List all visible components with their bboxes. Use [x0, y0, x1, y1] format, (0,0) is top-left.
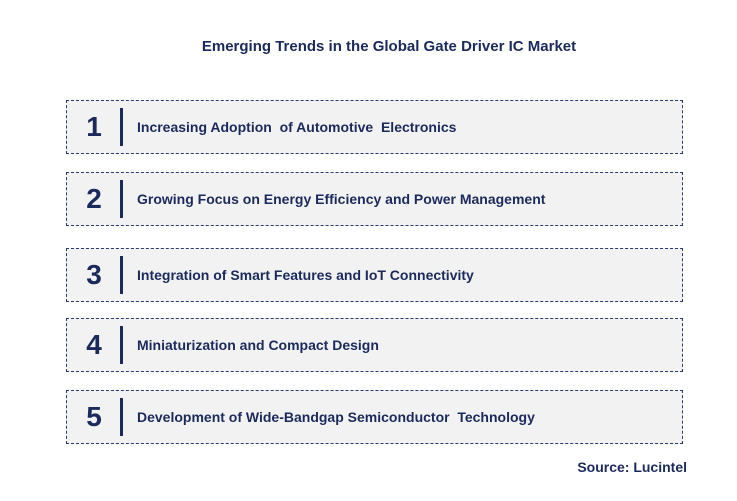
trend-number: 1	[86, 111, 102, 142]
trend-box: 2 Growing Focus on Energy Efficiency and …	[66, 172, 683, 226]
trend-box: 1 Increasing Adoption of Automotive Elect…	[66, 100, 683, 154]
trend-box: 3 Integration of Smart Features and IoT C…	[66, 248, 683, 302]
trend-number: 2	[86, 183, 102, 214]
trend-text: Integration of Smart Features and IoT Co…	[137, 267, 474, 283]
source: Source: Lucintel	[577, 459, 687, 475]
trend-box: 4 Miniaturization and Compact Design	[66, 318, 683, 372]
trend-box: 5 Development of Wide-Bandgap Semiconduct…	[66, 390, 683, 444]
trend-number: 3	[86, 259, 102, 290]
divider	[120, 256, 123, 294]
trend-text: Increasing Adoption of Automotive Electr…	[137, 119, 457, 135]
trend-text: Growing Focus on Energy Efficiency and P…	[137, 191, 546, 207]
divider	[120, 398, 123, 436]
divider	[120, 326, 123, 364]
divider	[120, 108, 123, 146]
title: Emerging Trends in the Global Gate Drive…	[201, 38, 577, 55]
divider	[120, 180, 123, 218]
trend-number: 5	[86, 401, 102, 432]
trend-text: Development of Wide-Bandgap Semiconducto…	[137, 409, 535, 425]
trend-number: 4	[86, 329, 102, 360]
trend-text: Miniaturization and Compact Design	[137, 337, 379, 353]
